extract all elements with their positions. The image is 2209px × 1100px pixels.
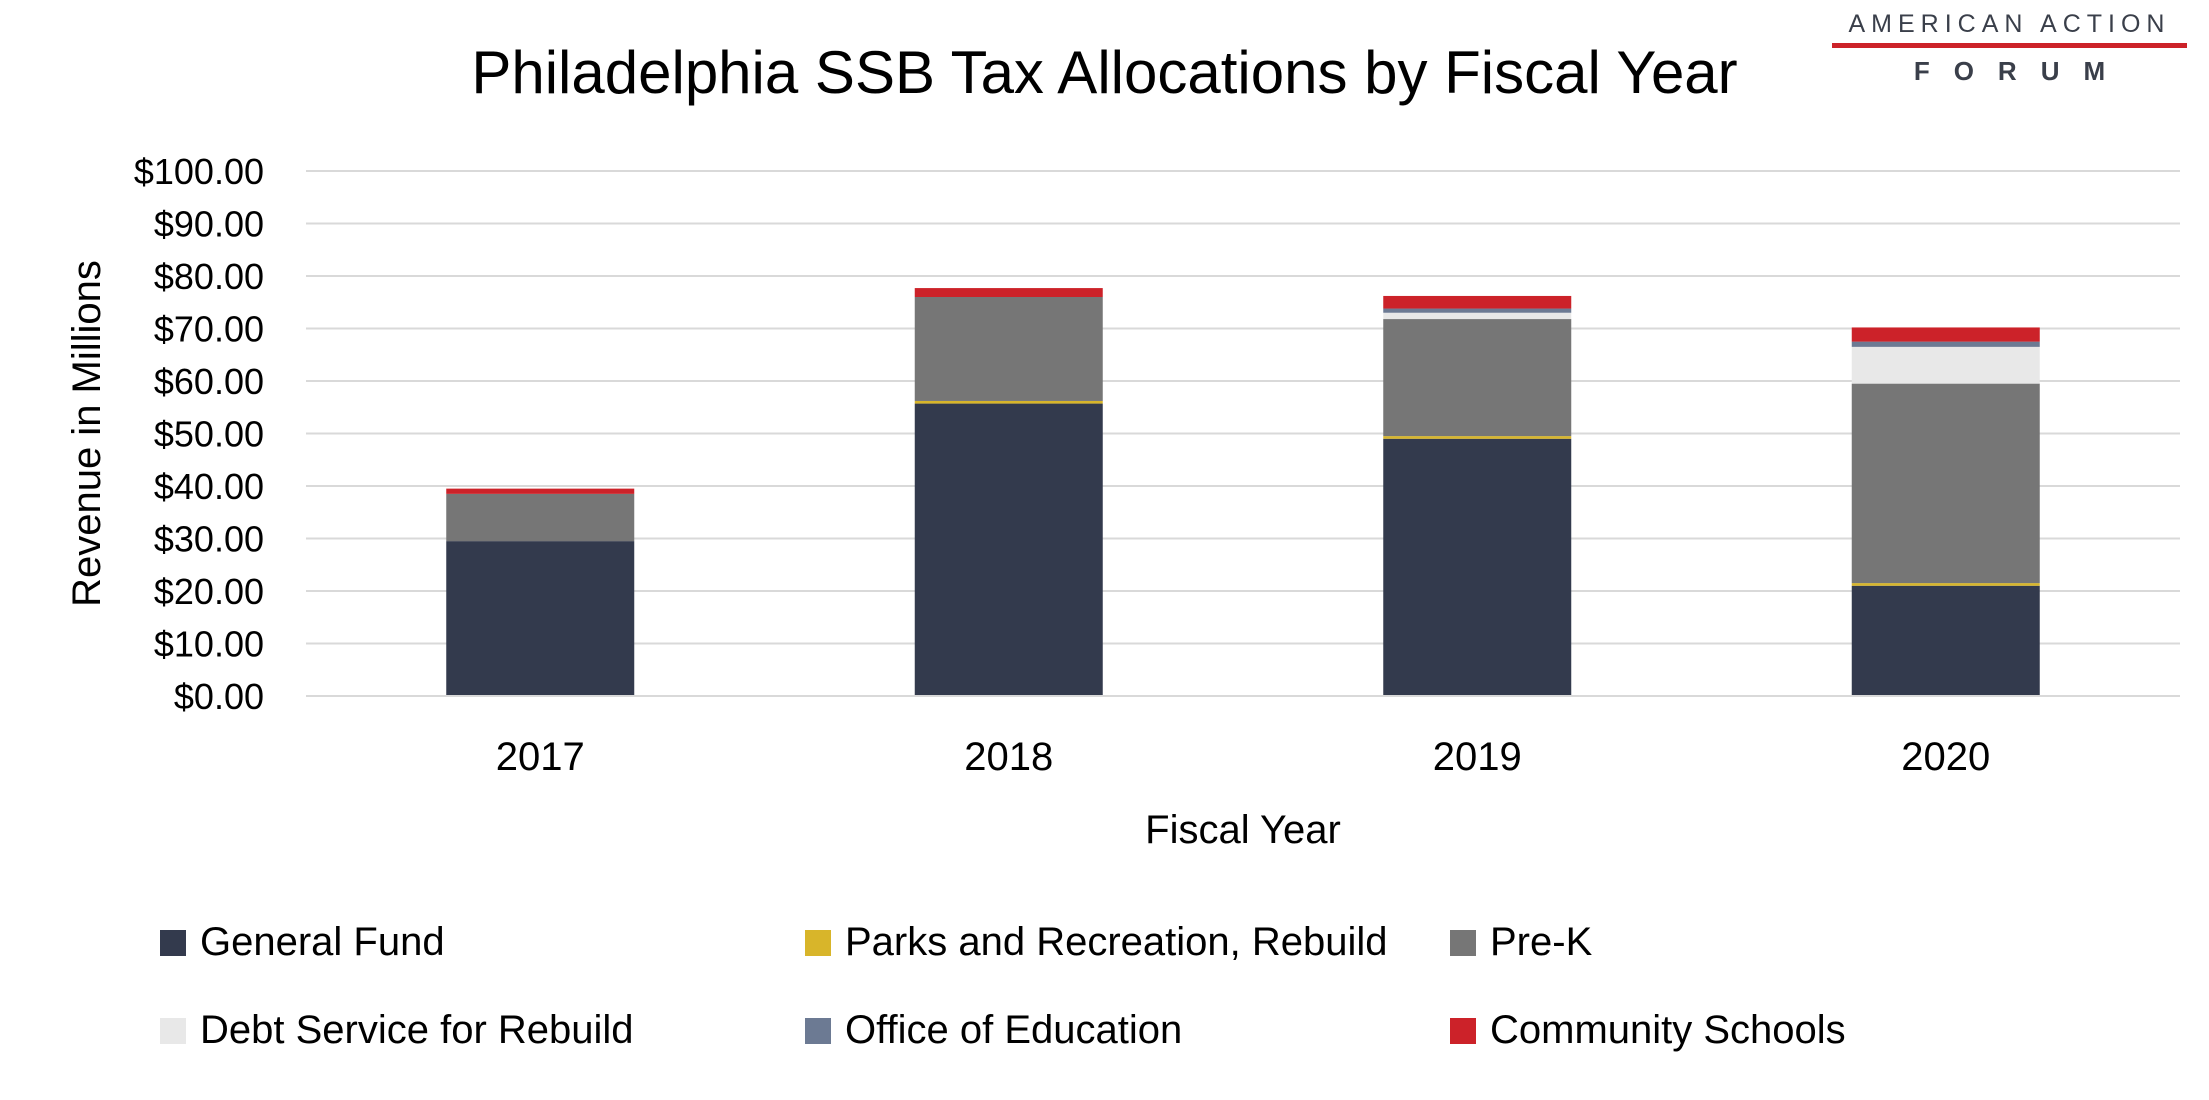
logo-divider bbox=[1832, 43, 2187, 48]
chart-title: Philadelphia SSB Tax Allocations by Fisc… bbox=[471, 39, 1738, 106]
bar-segment-community-schools-2020 bbox=[1851, 327, 2040, 342]
legend-item: Parks and Recreation, Rebuild bbox=[805, 920, 1388, 965]
legend-swatch bbox=[805, 1017, 831, 1044]
legend-swatch bbox=[160, 929, 186, 956]
bar-segment-pre-k-2018 bbox=[914, 297, 1103, 401]
legend-swatch bbox=[805, 929, 831, 956]
legend-label: Pre-K bbox=[1490, 920, 1593, 964]
bar-segment-debt-service-for-rebuild-2019 bbox=[1383, 312, 1572, 320]
american-action-forum-logo: AMERICAN ACTION FORUM bbox=[1832, 10, 2187, 87]
legend-swatch bbox=[160, 1017, 186, 1044]
bar-segment-general-fund-2017 bbox=[446, 541, 635, 696]
x-axis-label: Fiscal Year bbox=[1145, 808, 1341, 852]
y-tick-label: $90.00 bbox=[154, 204, 264, 245]
bar-segment-parks-and-recreation-rebuild-2018 bbox=[914, 400, 1103, 404]
y-tick-label: $70.00 bbox=[154, 309, 264, 350]
y-tick-label: $80.00 bbox=[154, 256, 264, 297]
legend-swatch bbox=[1450, 929, 1476, 956]
bar-segment-general-fund-2019 bbox=[1383, 438, 1572, 696]
legend-item: Debt Service for Rebuild bbox=[160, 1008, 634, 1053]
y-tick-label: $60.00 bbox=[154, 361, 264, 402]
legend-swatch bbox=[1450, 1017, 1476, 1044]
bar-segment-community-schools-2017 bbox=[446, 488, 635, 494]
x-tick-label: 2018 bbox=[964, 735, 1053, 779]
bar-segment-office-of-education-2019 bbox=[1383, 308, 1572, 313]
y-tick-label: $30.00 bbox=[154, 519, 264, 560]
bar-segment-parks-and-recreation-rebuild-2019 bbox=[1383, 436, 1572, 439]
x-tick-label: 2017 bbox=[496, 735, 585, 779]
y-tick-label: $10.00 bbox=[154, 624, 264, 665]
x-tick-label: 2019 bbox=[1433, 735, 1522, 779]
y-tick-label: $20.00 bbox=[154, 571, 264, 612]
bar-segment-pre-k-2020 bbox=[1851, 383, 2040, 584]
bar-segment-community-schools-2018 bbox=[914, 288, 1103, 297]
legend-item: Pre-K bbox=[1450, 920, 1592, 965]
bar-segment-general-fund-2018 bbox=[914, 403, 1103, 696]
bar-segment-office-of-education-2020 bbox=[1851, 341, 2040, 347]
bar-segment-pre-k-2019 bbox=[1383, 319, 1572, 437]
legend-label: General Fund bbox=[200, 920, 445, 964]
legend-label: Community Schools bbox=[1490, 1008, 1846, 1052]
legend-label: Office of Education bbox=[845, 1008, 1183, 1052]
legend-item: Office of Education bbox=[805, 1008, 1182, 1053]
logo-bottom-text: FORUM bbox=[1913, 56, 2130, 86]
logo-top-text: AMERICAN ACTION bbox=[1848, 10, 2171, 38]
y-axis-label: Revenue in Millions bbox=[65, 260, 109, 607]
bar-segment-debt-service-for-rebuild-2020 bbox=[1851, 346, 2040, 384]
bar-segment-community-schools-2019 bbox=[1383, 295, 1572, 309]
bar-segment-general-fund-2020 bbox=[1851, 585, 2040, 696]
y-tick-label: $100.00 bbox=[134, 151, 264, 192]
bar-segment-pre-k-2017 bbox=[446, 493, 635, 542]
legend-item: General Fund bbox=[160, 920, 445, 965]
bar-segment-parks-and-recreation-rebuild-2020 bbox=[1851, 583, 2040, 586]
y-tick-label: $0.00 bbox=[174, 676, 264, 717]
y-tick-label: $50.00 bbox=[154, 414, 264, 455]
legend-label: Debt Service for Rebuild bbox=[200, 1008, 634, 1052]
legend-label: Parks and Recreation, Rebuild bbox=[845, 920, 1388, 964]
x-tick-label: 2020 bbox=[1901, 735, 1990, 779]
chart-plot: $0.00 $10.00 $20.00 $30.00 $40.00 $50.00 $60.0… bbox=[65, 151, 2180, 852]
y-tick-label: $40.00 bbox=[154, 466, 264, 507]
legend-item: Community Schools bbox=[1450, 1008, 1846, 1053]
